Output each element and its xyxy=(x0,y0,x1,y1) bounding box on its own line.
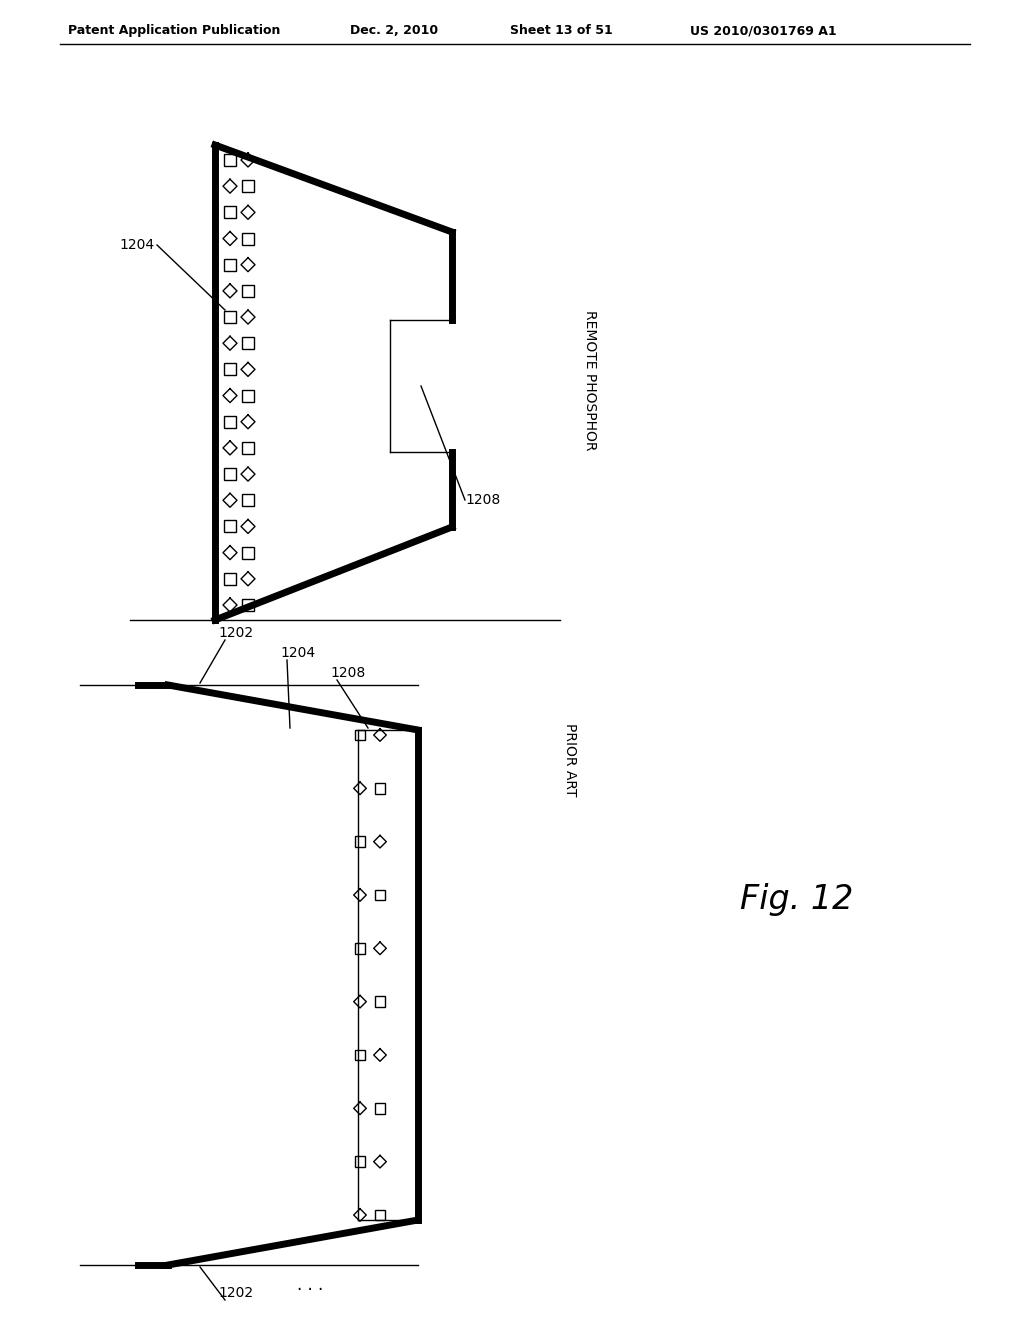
Bar xyxy=(375,890,385,900)
Text: 1204: 1204 xyxy=(280,645,315,660)
Text: Dec. 2, 2010: Dec. 2, 2010 xyxy=(350,24,438,37)
Bar xyxy=(224,154,236,166)
Text: Patent Application Publication: Patent Application Publication xyxy=(68,24,281,37)
Bar xyxy=(224,469,236,480)
Bar xyxy=(242,442,254,454)
Text: 1208: 1208 xyxy=(330,667,366,680)
Bar xyxy=(242,285,254,297)
Text: 1202: 1202 xyxy=(218,1286,253,1300)
Bar xyxy=(224,416,236,428)
Bar xyxy=(242,599,254,611)
Bar xyxy=(224,363,236,375)
Text: Fig. 12: Fig. 12 xyxy=(740,883,853,916)
Text: PRIOR ART: PRIOR ART xyxy=(563,723,577,797)
Bar xyxy=(242,337,254,350)
Bar xyxy=(354,837,366,847)
Bar xyxy=(224,312,236,323)
Bar xyxy=(224,259,236,271)
Text: 1204: 1204 xyxy=(120,238,155,252)
Bar xyxy=(242,180,254,193)
Bar xyxy=(375,1209,385,1221)
Bar xyxy=(224,573,236,585)
Text: Sheet 13 of 51: Sheet 13 of 51 xyxy=(510,24,612,37)
Bar xyxy=(354,730,366,741)
Bar xyxy=(242,494,254,507)
Bar xyxy=(375,1104,385,1114)
Text: . . .: . . . xyxy=(297,1276,324,1294)
Bar xyxy=(242,389,254,401)
Text: REMOTE PHOSPHOR: REMOTE PHOSPHOR xyxy=(583,310,597,450)
Bar xyxy=(354,942,366,954)
Bar xyxy=(375,997,385,1007)
Text: US 2010/0301769 A1: US 2010/0301769 A1 xyxy=(690,24,837,37)
Bar xyxy=(224,206,236,218)
Bar xyxy=(354,1156,366,1167)
Bar xyxy=(224,520,236,532)
Bar xyxy=(354,1049,366,1060)
Bar xyxy=(242,232,254,244)
Text: 1208: 1208 xyxy=(465,492,501,507)
Text: 1202: 1202 xyxy=(218,626,253,640)
Bar xyxy=(242,546,254,558)
Bar xyxy=(375,783,385,793)
